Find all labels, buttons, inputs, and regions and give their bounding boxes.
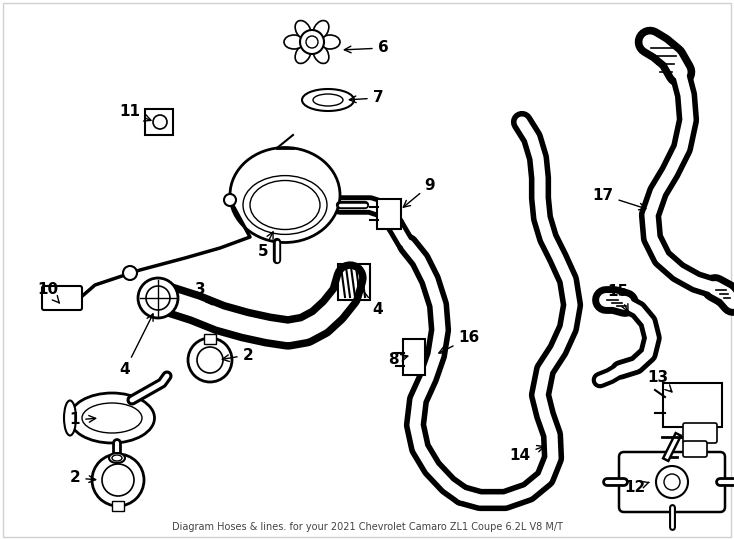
Text: 3: 3: [195, 282, 212, 305]
Text: 13: 13: [647, 370, 672, 392]
Text: 2: 2: [222, 348, 253, 362]
Text: 4: 4: [120, 314, 153, 377]
Ellipse shape: [302, 89, 354, 111]
Text: 15: 15: [608, 285, 628, 311]
FancyBboxPatch shape: [403, 339, 425, 375]
FancyBboxPatch shape: [663, 383, 722, 427]
FancyBboxPatch shape: [145, 109, 173, 135]
Circle shape: [224, 194, 236, 206]
Text: 2: 2: [70, 470, 95, 485]
Circle shape: [102, 464, 134, 496]
Text: 10: 10: [37, 282, 59, 303]
Circle shape: [656, 466, 688, 498]
FancyBboxPatch shape: [683, 441, 707, 457]
Circle shape: [138, 278, 178, 318]
Text: 6: 6: [344, 40, 388, 56]
Ellipse shape: [64, 401, 76, 435]
FancyBboxPatch shape: [619, 452, 725, 512]
Ellipse shape: [109, 453, 125, 463]
Ellipse shape: [295, 45, 311, 64]
Circle shape: [300, 30, 324, 54]
FancyBboxPatch shape: [683, 423, 717, 443]
Text: 4: 4: [357, 284, 383, 318]
Text: 11: 11: [120, 105, 151, 121]
Text: 14: 14: [509, 446, 544, 462]
FancyBboxPatch shape: [42, 286, 82, 310]
Ellipse shape: [70, 393, 154, 443]
Text: 12: 12: [625, 480, 649, 495]
Text: 17: 17: [592, 187, 646, 210]
Ellipse shape: [82, 403, 142, 433]
Circle shape: [197, 347, 223, 373]
Text: 7: 7: [349, 91, 383, 105]
FancyBboxPatch shape: [112, 501, 124, 511]
Text: 16: 16: [439, 330, 479, 353]
Circle shape: [188, 338, 232, 382]
Ellipse shape: [295, 21, 311, 39]
Ellipse shape: [313, 45, 329, 64]
Text: 9: 9: [403, 178, 435, 207]
FancyBboxPatch shape: [204, 334, 216, 344]
Circle shape: [123, 266, 137, 280]
Circle shape: [306, 36, 318, 48]
Ellipse shape: [230, 147, 340, 242]
Text: 1: 1: [70, 413, 95, 428]
Text: 8: 8: [388, 353, 408, 368]
Text: 5: 5: [258, 232, 273, 260]
Circle shape: [153, 115, 167, 129]
Ellipse shape: [313, 94, 343, 106]
Ellipse shape: [320, 35, 340, 49]
Ellipse shape: [112, 455, 122, 461]
Ellipse shape: [313, 21, 329, 39]
Text: Diagram Hoses & lines. for your 2021 Chevrolet Camaro ZL1 Coupe 6.2L V8 M/T: Diagram Hoses & lines. for your 2021 Che…: [172, 522, 562, 532]
Ellipse shape: [284, 35, 304, 49]
Circle shape: [92, 454, 144, 506]
FancyBboxPatch shape: [377, 199, 401, 229]
Circle shape: [664, 474, 680, 490]
Circle shape: [146, 286, 170, 310]
